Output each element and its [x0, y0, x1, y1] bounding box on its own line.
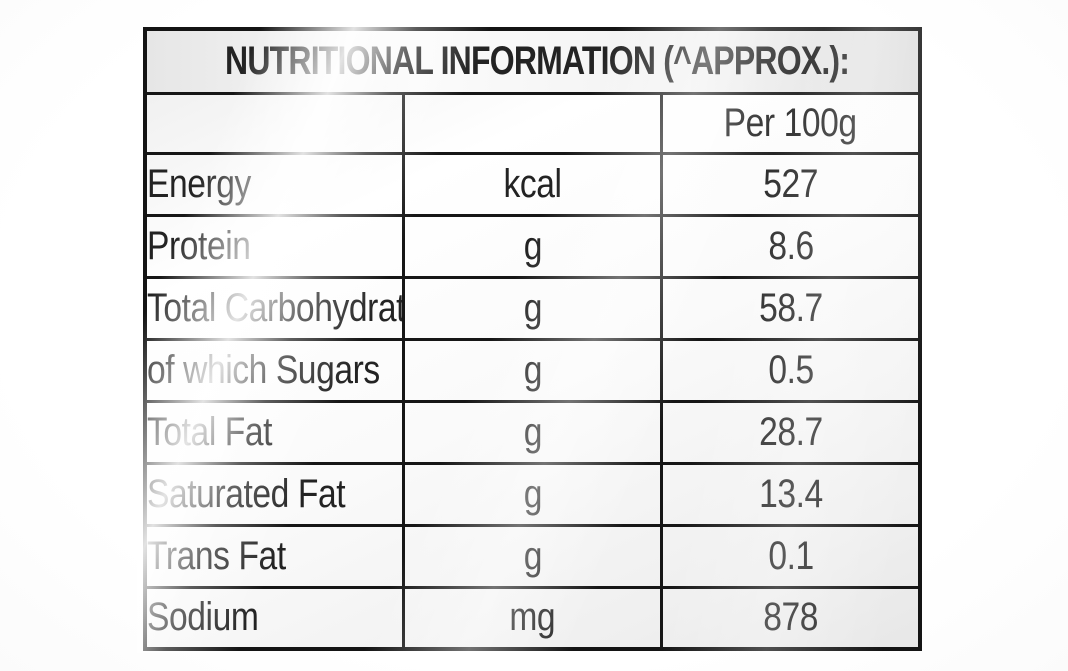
row-total-carbohydrate: Total Carbohydrate g 58.7 — [143, 275, 922, 341]
nutrient-unit: mg — [401, 585, 664, 651]
title-row: NUTRITIONAL INFORMATION (^APPROX.): — [143, 27, 922, 95]
nutrient-label: of which Sugars — [143, 337, 405, 403]
nutrient-value: 878 — [660, 585, 922, 651]
row-total-fat: Total Fat g 28.7 — [143, 399, 922, 465]
nutrient-value: 0.1 — [660, 523, 922, 589]
nutrient-unit: g — [401, 337, 664, 403]
nutrient-value: 58.7 — [660, 275, 922, 341]
nutrient-label: Sodium — [143, 585, 405, 651]
row-energy: Energy kcal 527 — [143, 151, 922, 217]
header-spacer-label — [143, 91, 405, 155]
header-per-100g: Per 100g — [660, 91, 922, 155]
nutrient-value: 0.5 — [660, 337, 922, 403]
header-spacer-unit — [401, 91, 664, 155]
nutrient-value: 13.4 — [660, 461, 922, 527]
nutrient-label: Protein — [143, 213, 405, 279]
nutrient-unit: g — [401, 461, 664, 527]
table-title: NUTRITIONAL INFORMATION (^APPROX.): — [143, 27, 922, 95]
nutrition-table: NUTRITIONAL INFORMATION (^APPROX.): Per … — [143, 27, 922, 651]
nutrient-unit: g — [401, 523, 664, 589]
row-trans-fat: Trans Fat g 0.1 — [143, 523, 922, 589]
row-protein: Protein g 8.6 — [143, 213, 922, 279]
table-title-text: NUTRITIONAL INFORMATION (^APPROX.): — [225, 38, 850, 83]
nutrient-unit: g — [401, 213, 664, 279]
nutrient-unit: g — [401, 275, 664, 341]
header-row: Per 100g — [143, 91, 922, 155]
nutrient-value: 28.7 — [660, 399, 922, 465]
nutrient-label: Trans Fat — [143, 523, 405, 589]
row-sodium: Sodium mg 878 — [143, 585, 922, 651]
row-of-which-sugars: of which Sugars g 0.5 — [143, 337, 922, 403]
nutrient-label: Total Carbohydrate — [143, 275, 405, 341]
nutrition-label: NUTRITIONAL INFORMATION (^APPROX.): Per … — [137, 21, 928, 653]
nutrient-unit: g — [401, 399, 664, 465]
nutrient-unit: kcal — [401, 151, 664, 217]
nutrient-value: 8.6 — [660, 213, 922, 279]
nutrient-label: Saturated Fat — [143, 461, 405, 527]
nutrient-value: 527 — [660, 151, 922, 217]
row-saturated-fat: Saturated Fat g 13.4 — [143, 461, 922, 527]
nutrient-label: Total Fat — [143, 399, 405, 465]
nutrient-label: Energy — [143, 151, 405, 217]
